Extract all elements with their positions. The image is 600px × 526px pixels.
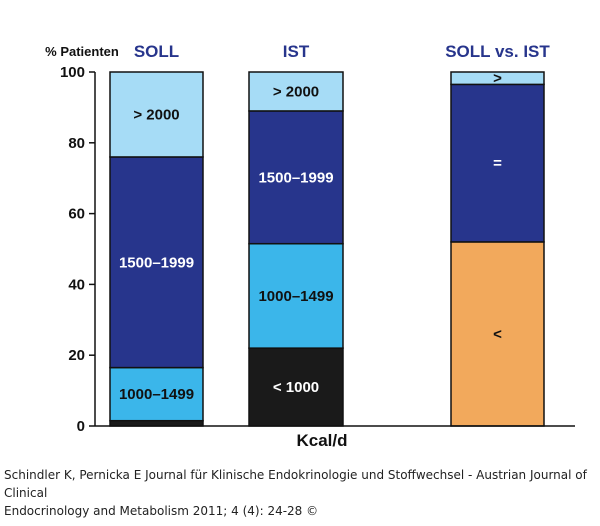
bar-segment <box>109 71 204 158</box>
segment-label: 1000–1499 <box>119 386 194 403</box>
category-label: IST <box>283 42 310 61</box>
bar-segment <box>248 242 344 349</box>
segment-label: < 1000 <box>273 379 319 396</box>
y-axis-ticks: 0 20 40 60 80 100 <box>60 64 95 435</box>
segment-label: > <box>493 70 502 87</box>
caption-line-2: Endocrinology and Metabolism 2011; 4 (4)… <box>4 504 319 518</box>
bar-segment <box>450 83 545 243</box>
y-tick-label: 0 <box>77 418 85 435</box>
segment-label: < <box>493 326 502 343</box>
caption-line-1: Schindler K, Pernicka E Journal für Klin… <box>4 468 587 500</box>
y-tick-label: 100 <box>60 64 85 81</box>
bar-segment <box>248 110 344 245</box>
bar-segment <box>450 71 545 86</box>
category-label: SOLL vs. IST <box>445 42 550 61</box>
segment-label: = <box>493 155 502 172</box>
bar-segment <box>450 241 545 427</box>
bar-segment <box>109 419 204 427</box>
y-tick-label: 60 <box>68 206 85 223</box>
category-label: SOLL <box>134 42 179 61</box>
y-tick-label: 80 <box>68 135 85 152</box>
bar-segment <box>109 156 204 369</box>
category-labels: SOLL IST SOLL vs. IST <box>134 42 551 61</box>
segment-label: 1000–1499 <box>258 288 333 305</box>
segment-label: > 2000 <box>133 106 179 123</box>
x-axis-label: Kcal/d <box>296 431 347 450</box>
bar-segment <box>248 71 344 112</box>
segment-label: 1500–1999 <box>258 169 333 186</box>
stacked-bar-chart: % Patienten 0 20 40 60 80 100 1000–1499 1500–1… <box>45 42 575 450</box>
bar-segment <box>109 366 204 422</box>
y-tick-label: 40 <box>68 276 85 293</box>
y-axis-label: % Patienten <box>45 44 119 59</box>
source-caption: Schindler K, Pernicka E Journal für Klin… <box>4 466 594 520</box>
segment-label: 1500–1999 <box>119 254 194 271</box>
bar-1: 1000–1499 1500–1999 > 2000 <box>109 71 204 427</box>
y-tick-label: 20 <box>68 347 85 364</box>
bar-2: < 1000 1000–1499 1500–1999 > 2000 <box>248 71 344 427</box>
bar-3: < = > <box>450 70 545 427</box>
segment-label: > 2000 <box>273 83 319 100</box>
